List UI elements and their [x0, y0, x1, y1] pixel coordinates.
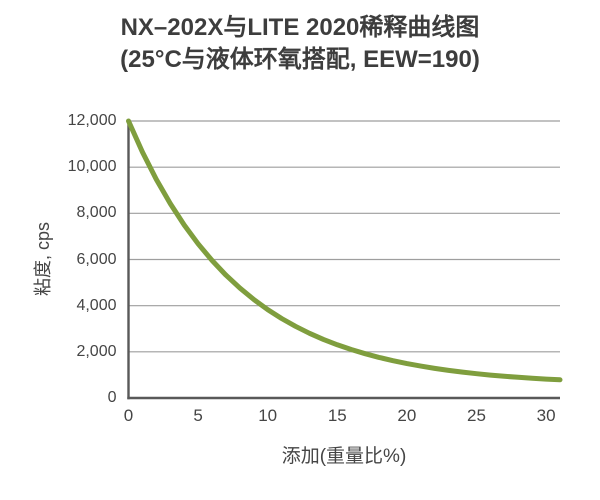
axes [127, 120, 560, 400]
y-tick-label: 12,000 [67, 112, 117, 129]
y-axis-title: 粘度, cps [33, 221, 53, 297]
x-axis-title: 添加(重量比%) [281, 446, 407, 467]
chart-title-line2: (25°C与液体环氧搭配, EEW=190) [120, 46, 480, 73]
y-tick-label: 10,000 [67, 158, 117, 176]
x-tick-label: 5 [193, 406, 203, 425]
y-tick-label: 8,000 [76, 204, 117, 222]
y-tick-label: 2,000 [76, 342, 117, 360]
x-tick-label: 15 [327, 406, 347, 425]
y-tick-label: 6,000 [76, 250, 117, 268]
curve [126, 118, 563, 383]
x-tick-label: 30 [536, 406, 556, 425]
x-tick-label: 20 [397, 406, 417, 425]
y-tick-label: 0 [107, 389, 117, 406]
x-tick-label: 10 [258, 406, 278, 425]
chart-title: NX–202X与LITE 2020稀释曲线图 (25°C与液体环氧搭配, EEW… [0, 12, 600, 76]
x-tick-label: 0 [123, 406, 134, 425]
x-tick-label: 25 [467, 406, 486, 425]
y-tick-label: 4,000 [76, 296, 117, 314]
chart-title-line1: NX–202X与LITE 2020稀释曲线图 [120, 14, 480, 41]
gridlines [128, 120, 560, 353]
